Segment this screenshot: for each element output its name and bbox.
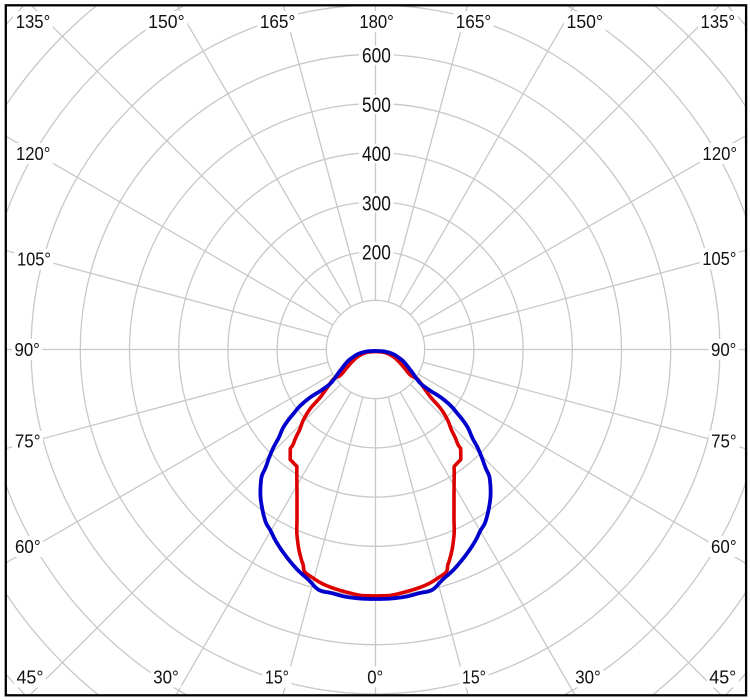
svg-text:45°: 45° <box>17 667 44 687</box>
svg-text:600: 600 <box>362 45 391 68</box>
svg-text:165°: 165° <box>456 12 492 32</box>
svg-text:300: 300 <box>362 192 391 215</box>
svg-text:75°: 75° <box>711 432 737 452</box>
svg-text:150°: 150° <box>567 12 604 32</box>
svg-text:400: 400 <box>362 143 391 166</box>
svg-text:120°: 120° <box>16 144 51 164</box>
svg-text:105°: 105° <box>17 250 51 270</box>
svg-text:165°: 165° <box>260 12 296 32</box>
svg-text:135°: 135° <box>701 12 736 32</box>
svg-text:0°: 0° <box>367 667 383 687</box>
svg-text:90°: 90° <box>711 340 736 360</box>
svg-text:105°: 105° <box>702 249 736 269</box>
svg-text:15°: 15° <box>462 667 486 687</box>
svg-text:75°: 75° <box>15 432 41 452</box>
svg-text:120°: 120° <box>703 144 738 164</box>
svg-text:15°: 15° <box>265 667 289 687</box>
svg-text:180°: 180° <box>359 12 394 32</box>
svg-text:500: 500 <box>362 94 391 117</box>
svg-text:60°: 60° <box>15 537 41 557</box>
svg-text:150°: 150° <box>148 12 185 32</box>
svg-text:135°: 135° <box>16 12 51 32</box>
svg-text:60°: 60° <box>711 537 737 557</box>
svg-text:90°: 90° <box>15 340 40 360</box>
svg-text:30°: 30° <box>575 667 601 687</box>
svg-text:45°: 45° <box>709 667 736 687</box>
svg-text:30°: 30° <box>153 667 179 687</box>
svg-text:200: 200 <box>362 242 391 265</box>
